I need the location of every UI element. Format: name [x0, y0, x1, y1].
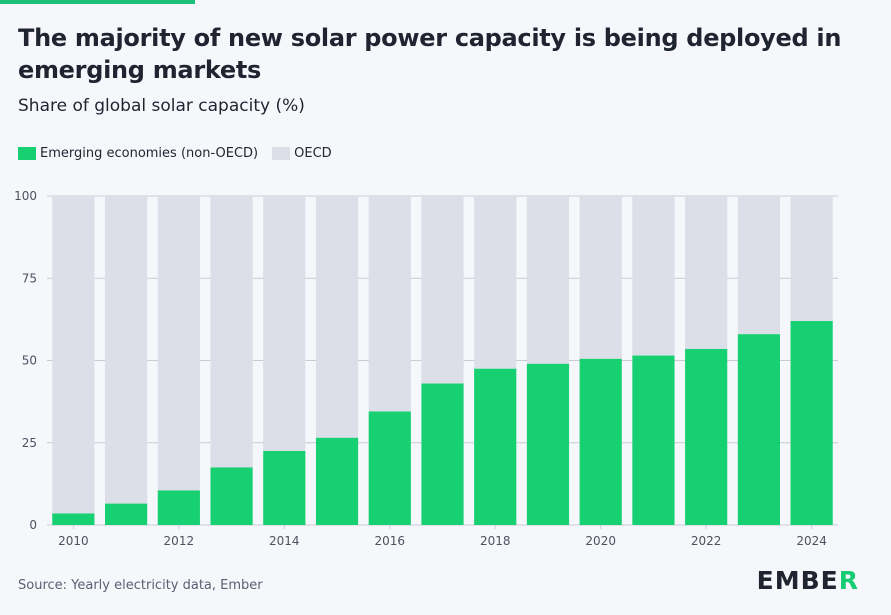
- y-tick-label-75: 75: [22, 271, 37, 285]
- bar-oecd-2015: [315, 196, 359, 438]
- bar-oecd-2017: [421, 196, 464, 384]
- legend-swatch-emerging: [18, 147, 36, 160]
- x-tick-label-2010: 2010: [58, 534, 89, 548]
- bar-oecd-2014: [263, 196, 306, 451]
- logo-text: EMBE: [756, 566, 839, 595]
- y-tick-label-100: 100: [14, 189, 37, 203]
- y-tick-label-50: 50: [22, 354, 37, 368]
- bar-oecd-2018: [474, 196, 517, 369]
- legend-item-oecd[interactable]: OECD: [272, 146, 332, 161]
- bar-oecd-2013: [210, 196, 253, 468]
- x-tick-label-2020: 2020: [585, 534, 616, 548]
- bar-emerging-2012: [157, 490, 200, 525]
- bar-emerging-2023: [737, 334, 780, 525]
- chart-subtitle: Share of global solar capacity (%): [18, 96, 305, 116]
- bar-oecd-2012: [157, 196, 200, 491]
- x-tick-label-2014: 2014: [269, 534, 300, 548]
- bar-emerging-2011: [105, 503, 148, 525]
- bar-oecd-2024: [790, 196, 833, 322]
- legend: Emerging economies (non-OECD) OECD: [18, 146, 346, 161]
- bar-emerging-2016: [368, 411, 411, 525]
- bar-oecd-2010: [52, 196, 95, 514]
- bar-emerging-2013: [210, 467, 253, 525]
- bar-emerging-2021: [632, 355, 675, 525]
- bar-oecd-2011: [105, 196, 148, 504]
- accent-bar: [0, 0, 195, 4]
- bar-emerging-2017: [421, 383, 464, 525]
- bar-oecd-2021: [632, 196, 675, 356]
- bar-oecd-2023: [737, 196, 780, 335]
- ember-logo: EMBER: [757, 566, 859, 595]
- bar-emerging-2022: [685, 348, 728, 525]
- legend-label-emerging: Emerging economies (non-OECD): [40, 146, 259, 161]
- x-tick-label-2024: 2024: [796, 534, 827, 548]
- legend-item-emerging[interactable]: Emerging economies (non-OECD): [18, 146, 258, 161]
- x-tick-label-2022: 2022: [691, 534, 722, 548]
- bar-emerging-2019: [526, 363, 570, 525]
- bar-emerging-2015: [315, 437, 359, 525]
- bar-emerging-2014: [263, 450, 306, 525]
- bar-oecd-2022: [685, 196, 728, 349]
- x-tick-label-2012: 2012: [164, 534, 195, 548]
- bar-emerging-2018: [474, 368, 517, 525]
- y-tick-label-0: 0: [29, 518, 37, 532]
- x-tick-label-2018: 2018: [480, 534, 511, 548]
- bar-chart: 0 25 50 75 100 2010 2012 2014 2016 2018 2020 2022 20…: [14, 189, 838, 548]
- legend-label-oecd: OECD: [294, 146, 332, 161]
- y-tick-label-25: 25: [22, 436, 37, 450]
- legend-swatch-oecd: [272, 147, 291, 160]
- bar-emerging-2010: [52, 513, 95, 525]
- bar-oecd-2019: [526, 196, 570, 364]
- chart-title: The majority of new solar power capacity…: [18, 24, 842, 84]
- x-tick-label-2016: 2016: [374, 534, 405, 548]
- bar-emerging-2024: [790, 321, 833, 525]
- bar-oecd-2016: [368, 196, 411, 412]
- logo-mark: R: [838, 566, 859, 595]
- bar-oecd-2020: [579, 196, 622, 359]
- source-note: Source: Yearly electricity data, Ember: [18, 578, 263, 593]
- bar-emerging-2020: [579, 358, 622, 525]
